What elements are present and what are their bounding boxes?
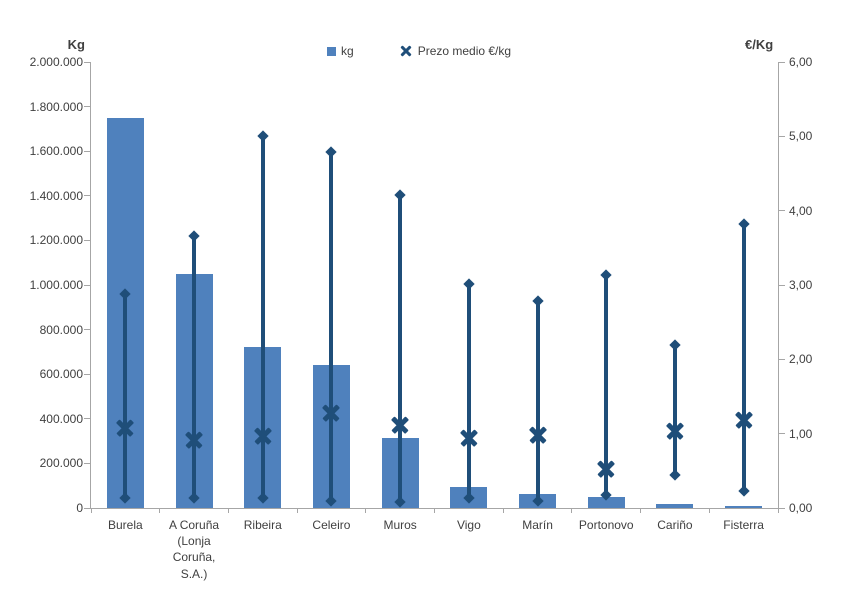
x-axis-label: Fisterra xyxy=(723,518,764,532)
legend-label-kg: kg xyxy=(341,44,354,58)
y-left-tick-label: 1.200.000 xyxy=(29,233,83,248)
hilo-line xyxy=(741,224,746,491)
hilo-line xyxy=(604,274,609,496)
y-left-tick xyxy=(84,106,91,108)
high-diamond-marker xyxy=(394,189,406,201)
x-axis-tick xyxy=(640,508,642,513)
high-diamond-marker xyxy=(600,268,612,281)
x-axis-tick xyxy=(434,508,435,513)
y-left-tick xyxy=(84,418,91,420)
x-marker-icon xyxy=(400,45,413,58)
legend-label-prezo: Prezo medio €/kg xyxy=(417,44,512,58)
y-left-tick-label: 200.000 xyxy=(39,456,83,471)
y-right-tick xyxy=(778,284,785,286)
y-left-tick xyxy=(84,195,91,197)
y-left-tick xyxy=(84,329,91,331)
hilo-line xyxy=(398,195,403,503)
x-axis-label: Burela xyxy=(108,518,143,532)
y-right-tick-label: 2,00 xyxy=(789,352,813,367)
high-diamond-marker xyxy=(669,339,681,351)
right-axis-title: €/Kg xyxy=(745,37,774,52)
hilo-line xyxy=(192,235,197,499)
x-axis-label: Muros xyxy=(383,518,417,532)
y-left-tick xyxy=(84,61,91,63)
x-axis-tick xyxy=(571,508,573,513)
x-axis-label: Celeiro xyxy=(312,518,351,532)
y-left-tick-label: 1.800.000 xyxy=(29,99,83,114)
x-axis-tick xyxy=(365,508,367,513)
plot-area: 2.000.000 1.800.000 1.600.000 1.400.000 1.20… xyxy=(30,55,813,581)
high-diamond-marker xyxy=(257,130,269,142)
x-axis-label: Cariño xyxy=(657,518,693,532)
hilo-line xyxy=(329,151,334,502)
y-right-tick-label: 3,00 xyxy=(789,278,813,292)
y-left-tick-label: 2.000.000 xyxy=(29,55,83,69)
y-left-tick-label: 600.000 xyxy=(39,367,83,382)
legend: kg Prezo medio €/kg xyxy=(327,44,511,58)
high-diamond-marker xyxy=(531,295,544,308)
x-axis-tick xyxy=(502,508,504,513)
bar-portonovo xyxy=(587,497,625,508)
y-left-tick xyxy=(84,150,91,152)
x-axis-tick xyxy=(296,508,298,513)
high-diamond-marker xyxy=(463,277,475,290)
legend-item-prezo[interactable]: Prezo medio €/kg xyxy=(400,44,511,58)
y-left-tick xyxy=(84,284,91,286)
x-axis-label: Vigo xyxy=(456,518,481,532)
y-right-tick-label: 1,00 xyxy=(789,426,813,441)
y-right-tick xyxy=(778,507,785,509)
y-left-tick-label: 1.400.000 xyxy=(29,188,83,203)
y-right-tick xyxy=(778,61,785,63)
y-right-tick xyxy=(778,135,785,137)
bar-fisterra xyxy=(725,505,763,508)
x-axis-label: Marín xyxy=(522,518,553,532)
y-right-tick xyxy=(778,433,785,435)
x-axis-tick xyxy=(708,508,710,513)
y-right-tick xyxy=(778,210,785,212)
y-left-tick xyxy=(84,239,91,241)
hilo-line xyxy=(466,283,471,498)
high-diamond-marker xyxy=(325,146,338,158)
x-axis-label: Portonovo xyxy=(578,518,634,532)
low-diamond-marker xyxy=(669,468,681,481)
y-left-tick-label: 0 xyxy=(76,501,83,515)
x-axis-tick xyxy=(90,508,92,513)
hilo-line xyxy=(535,301,540,502)
y-right-tick-label: 6,00 xyxy=(789,55,813,69)
legend-item-kg[interactable]: kg xyxy=(327,44,354,58)
y-left-tick-label: 800.000 xyxy=(39,322,83,337)
x-axis-tick xyxy=(227,508,229,513)
y-right-tick-label: 0,00 xyxy=(789,501,813,515)
hilo-line xyxy=(123,293,128,499)
x-axis-tick xyxy=(159,508,161,513)
left-axis-title: Kg xyxy=(67,37,85,52)
hilo-line xyxy=(672,345,677,475)
bar-swatch-icon xyxy=(327,46,336,56)
y-right-tick xyxy=(778,358,785,360)
y-left-tick xyxy=(84,373,91,375)
y-left-tick-label: 400.000 xyxy=(39,411,83,426)
y-left-tick-label: 1.600.000 xyxy=(29,144,83,159)
low-diamond-marker xyxy=(737,485,750,497)
y-left-tick xyxy=(84,507,91,509)
high-diamond-marker xyxy=(188,230,200,242)
y-left-tick xyxy=(84,462,91,464)
y-right-tick-label: 5,00 xyxy=(789,129,813,144)
x-axis-label: A Coruña (Lonja Coruña, S.A.) xyxy=(169,518,220,581)
y-right-tick-label: 4,00 xyxy=(789,203,813,218)
high-diamond-marker xyxy=(737,218,750,230)
x-axis-tick xyxy=(777,508,779,513)
hilo-line xyxy=(260,136,265,498)
y-left-tick-label: 1.000.000 xyxy=(29,278,83,292)
x-axis-label: Ribeira xyxy=(243,518,282,532)
bar-cariño xyxy=(656,504,694,508)
